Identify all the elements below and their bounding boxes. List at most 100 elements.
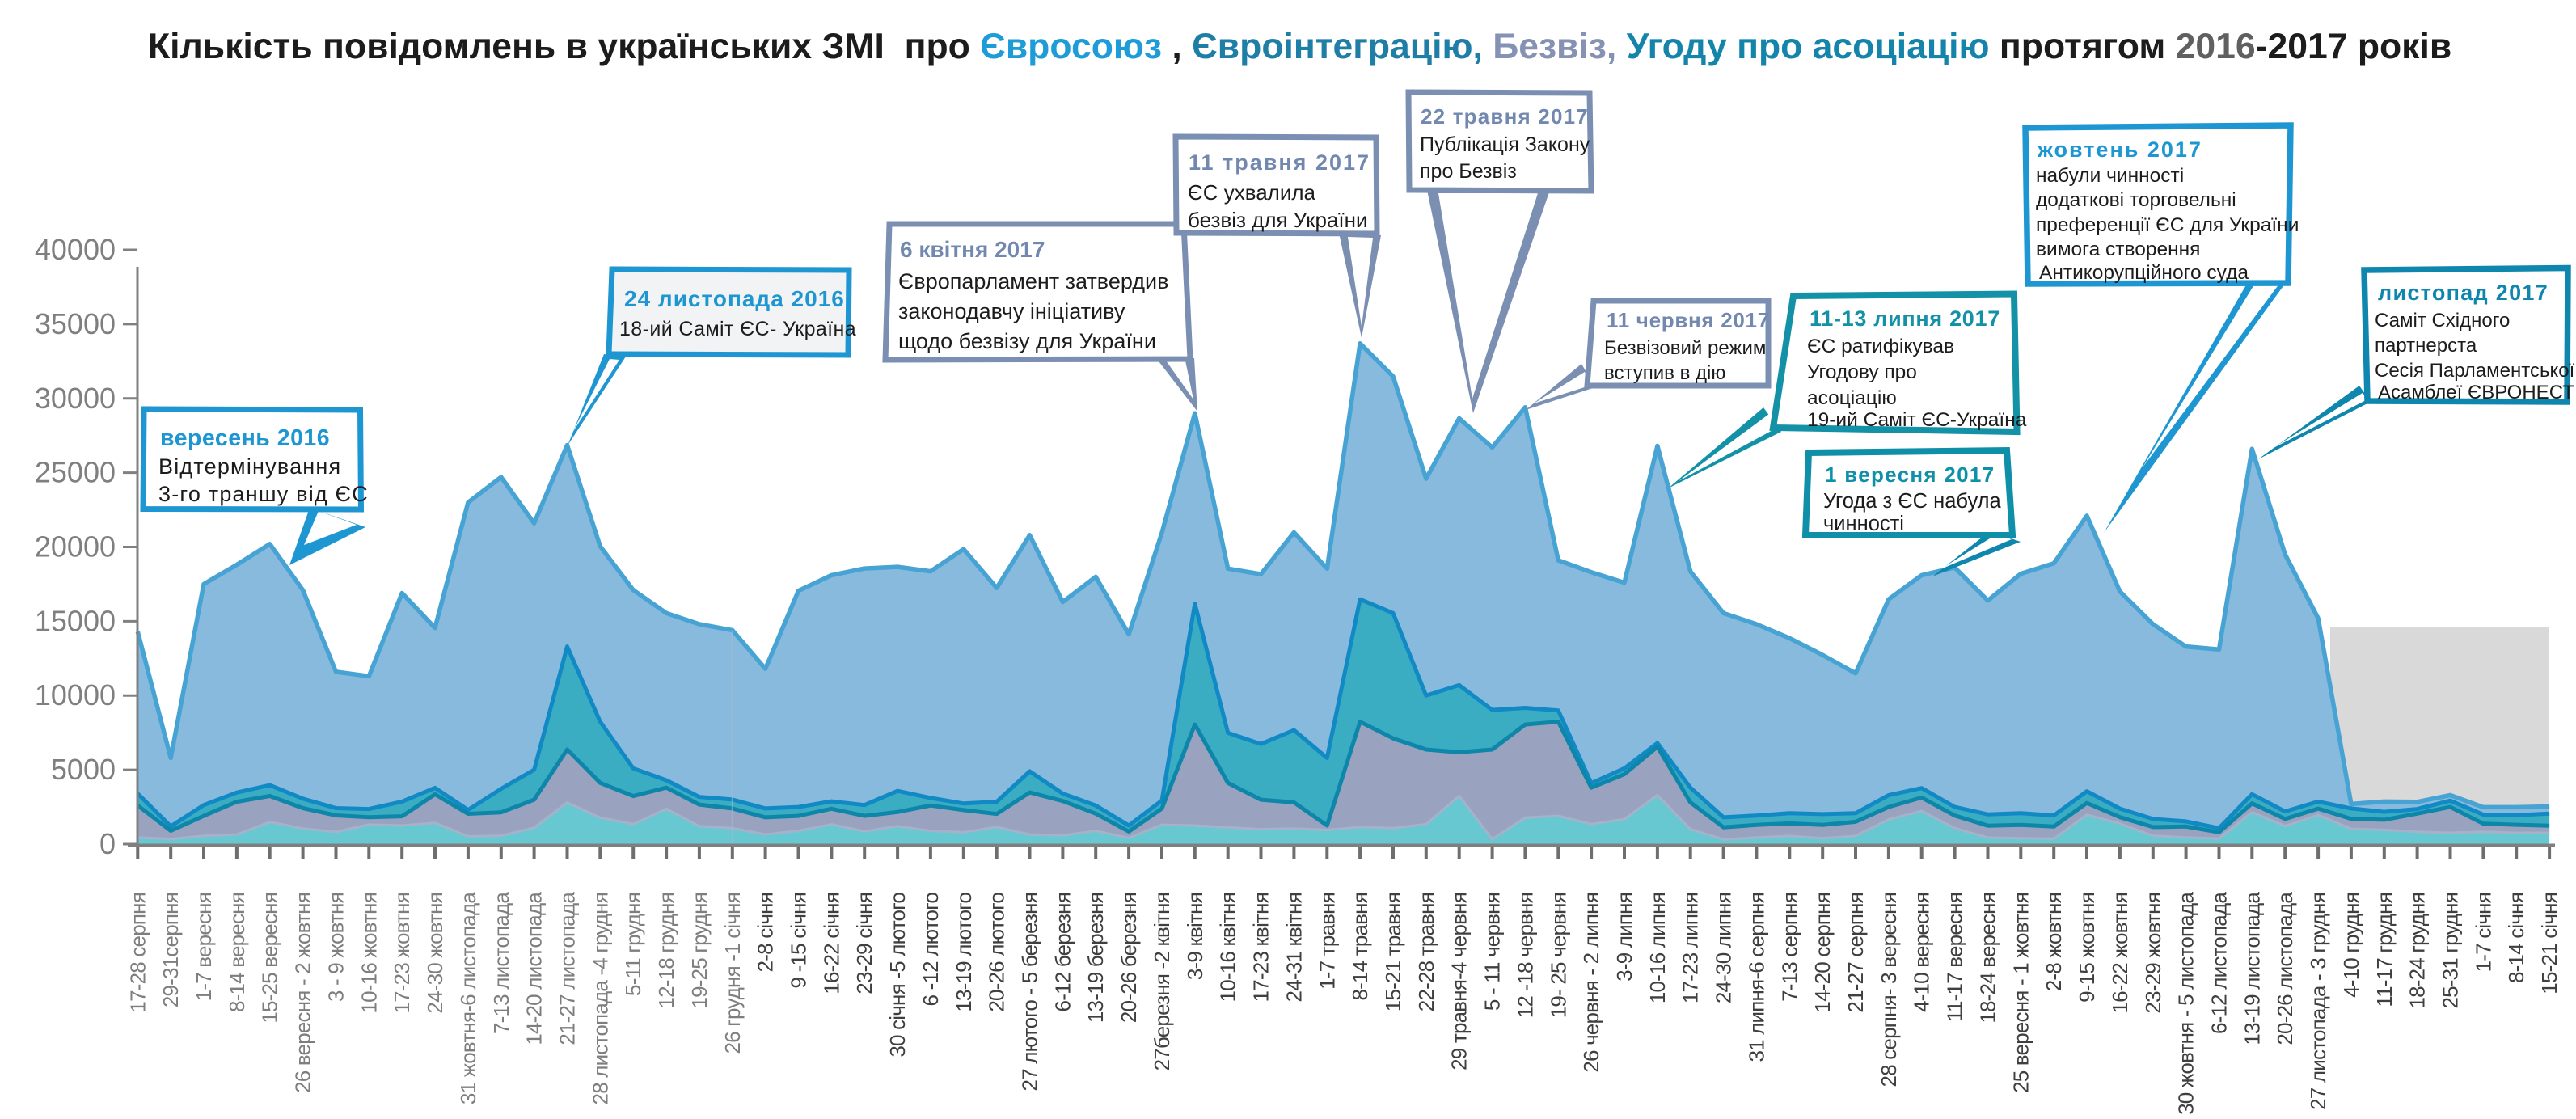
svg-text:10-16 жовтня: 10-16 жовтня bbox=[357, 893, 381, 1014]
svg-text:4-10 грудня: 4-10 грудня bbox=[2339, 893, 2363, 998]
svg-text:18-ий Саміт ЄС- Україна: 18-ий Саміт ЄС- Україна bbox=[619, 318, 856, 340]
svg-text:31 жовтня-6 листопада: 31 жовтня-6 листопада bbox=[456, 892, 480, 1104]
svg-text:4-10 вересня: 4-10 вересня bbox=[1910, 893, 1934, 1012]
svg-text:про Безвіз: про Безвіз bbox=[1420, 160, 1517, 183]
svg-text:10-16 квітня: 10-16 квітня bbox=[1216, 893, 1240, 1002]
svg-text:1-7 січня: 1-7 січня bbox=[2471, 893, 2495, 972]
svg-text:додаткові торговельні: додаткові торговельні bbox=[2036, 189, 2236, 211]
svg-text:26 червня - 2 липня: 26 червня - 2 липня bbox=[1579, 893, 1603, 1073]
svg-text:25-31 грудня: 25-31 грудня bbox=[2439, 893, 2463, 1009]
svg-text:3-9 квітня: 3-9 квітня bbox=[1183, 893, 1207, 980]
svg-text:11 травня 2017: 11 травня 2017 bbox=[1189, 150, 1370, 175]
svg-text:27 лютого - 5 березня: 27 лютого - 5 березня bbox=[1018, 893, 1042, 1091]
svg-text:Безвізовий режим: Безвізовий режим bbox=[1604, 337, 1766, 359]
svg-text:Європарламент затвердив: Європарламент затвердив bbox=[898, 269, 1168, 293]
svg-text:18-24 грудня: 18-24 грудня bbox=[2405, 893, 2430, 1009]
svg-text:19-25 грудня: 19-25 грудня bbox=[687, 893, 712, 1009]
svg-text:12-18 грудня: 12-18 грудня bbox=[654, 893, 678, 1009]
svg-text:8-14 вересня: 8-14 вересня bbox=[225, 893, 249, 1012]
svg-text:2-8 січня: 2-8 січня bbox=[754, 893, 778, 972]
svg-text:30 жовтня - 5 листопада: 30 жовтня - 5 листопада bbox=[2174, 892, 2198, 1115]
svg-text:Асамблеї ЄВРОНЕСТ: Асамблеї ЄВРОНЕСТ bbox=[2378, 382, 2574, 403]
svg-text:20-26 лютого: 20-26 лютого bbox=[985, 893, 1009, 1012]
svg-text:15-25 вересня: 15-25 вересня bbox=[258, 893, 282, 1024]
svg-text:15-21 травня: 15-21 травня bbox=[1381, 893, 1405, 1011]
svg-text:7-13 серпня: 7-13 серпня bbox=[1777, 893, 1801, 1002]
svg-text:5000: 5000 bbox=[51, 753, 116, 786]
svg-text:22-28 травня: 22-28 травня bbox=[1414, 893, 1438, 1011]
svg-text:16-22 жовтня: 16-22 жовтня bbox=[2108, 893, 2132, 1014]
svg-text:21-27 серпня: 21-27 серпня bbox=[1843, 893, 1868, 1013]
svg-text:листопад 2017: листопад 2017 bbox=[2378, 281, 2549, 305]
svg-text:набули чинності: набули чинності bbox=[2036, 165, 2184, 187]
svg-text:23-29 жовтня: 23-29 жовтня bbox=[2141, 893, 2165, 1014]
svg-text:5 - 11 червня: 5 - 11 червня bbox=[1480, 893, 1505, 1011]
svg-text:24-30 липня: 24-30 липня bbox=[1712, 893, 1736, 1003]
svg-text:щодо безвізу для України: щодо безвізу для України bbox=[898, 329, 1156, 353]
svg-text:24-30 жовтня: 24-30 жовтня bbox=[423, 893, 447, 1014]
svg-text:20-26 листопада: 20-26 листопада bbox=[2273, 892, 2297, 1045]
svg-text:19-ий Саміт ЄС-Україна: 19-ий Саміт ЄС-Україна bbox=[1807, 409, 2027, 431]
svg-text:2-8 жовтня: 2-8 жовтня bbox=[2042, 893, 2066, 991]
svg-text:15000: 15000 bbox=[35, 604, 116, 637]
svg-text:ЄС ратифікував: ЄС ратифікував bbox=[1807, 336, 1954, 357]
svg-text:11-17 грудня: 11-17 грудня bbox=[2372, 893, 2397, 1007]
svg-text:11 червня 2017: 11 червня 2017 bbox=[1607, 308, 1770, 332]
svg-text:28 листопада -4 грудня: 28 листопада -4 грудня bbox=[588, 893, 612, 1104]
svg-text:23-29 січня: 23-29 січня bbox=[852, 893, 876, 994]
svg-text:29 травня-4 червня: 29 травня-4 червня bbox=[1447, 893, 1472, 1070]
svg-text:безвіз для України: безвіз для України bbox=[1188, 208, 1368, 232]
svg-text:Публікація Закону: Публікація Закону bbox=[1420, 133, 1590, 156]
svg-text:15-21 січня: 15-21 січня bbox=[2537, 893, 2561, 994]
svg-text:партнерста: партнерста bbox=[2375, 335, 2477, 357]
svg-text:27 листопада - 3 грудня: 27 листопада - 3 грудня bbox=[2306, 893, 2330, 1110]
svg-text:Угодову про: Угодову про bbox=[1807, 361, 1917, 383]
svg-text:11-17 вересня: 11-17 вересня bbox=[1943, 893, 1967, 1022]
svg-text:26 грудня -1 січня: 26 грудня -1 січня bbox=[720, 893, 745, 1054]
svg-text:чинності: чинності bbox=[1823, 513, 1904, 535]
svg-text:Кількість повідомлень в україн: Кількість повідомлень в українських ЗМІ … bbox=[148, 27, 2451, 66]
svg-text:вимога створення: вимога створення bbox=[2036, 239, 2200, 260]
svg-text:Угода з ЄС набула: Угода з ЄС набула bbox=[1823, 490, 2002, 513]
svg-text:8-14 травня: 8-14 травня bbox=[1348, 893, 1372, 1001]
svg-text:вступив в дію: вступив в дію bbox=[1604, 362, 1725, 384]
svg-text:9 -15 січня: 9 -15 січня bbox=[787, 893, 811, 988]
svg-text:35000: 35000 bbox=[35, 307, 116, 340]
svg-text:13-19 березня: 13-19 березня bbox=[1083, 893, 1108, 1023]
svg-text:3-9 липня: 3-9 липня bbox=[1612, 893, 1636, 982]
svg-text:3-го траншу від ЄС: 3-го траншу від ЄС bbox=[158, 482, 369, 506]
svg-text:22 травня 2017: 22 травня 2017 bbox=[1421, 104, 1589, 129]
svg-text:27березня -2 квітня: 27березня -2 квітня bbox=[1150, 893, 1174, 1070]
svg-text:ЄС ухвалила: ЄС ухвалила bbox=[1188, 180, 1316, 205]
svg-text:19- 25 червня: 19- 25 червня bbox=[1546, 893, 1570, 1018]
svg-text:8-14 січня: 8-14 січня bbox=[2504, 893, 2528, 983]
svg-text:жовтень 2017: жовтень 2017 bbox=[2037, 137, 2202, 162]
svg-text:асоціацію: асоціацію bbox=[1807, 387, 1897, 409]
svg-text:13-19 лютого: 13-19 лютого bbox=[952, 893, 976, 1012]
svg-text:25000: 25000 bbox=[35, 456, 116, 489]
svg-text:0: 0 bbox=[99, 827, 116, 860]
svg-text:16-22 січня: 16-22 січня bbox=[819, 893, 843, 994]
svg-text:Саміт Східного: Саміт Східного bbox=[2375, 310, 2510, 331]
svg-text:14-20 листопада: 14-20 листопада bbox=[522, 892, 547, 1045]
svg-text:6-12 листопада: 6-12 листопада bbox=[2207, 892, 2232, 1034]
svg-text:Антикорупційного суда: Антикорупційного суда bbox=[2039, 262, 2249, 284]
svg-text:25 вересня - 1 жовтня: 25 вересня - 1 жовтня bbox=[2008, 893, 2033, 1093]
svg-text:17-23 липня: 17-23 липня bbox=[1679, 893, 1703, 1003]
svg-text:30 січня -5 лютого: 30 січня -5 лютого bbox=[885, 893, 910, 1058]
svg-text:3 - 9 жовтня: 3 - 9 жовтня bbox=[324, 893, 348, 1002]
svg-text:30000: 30000 bbox=[35, 382, 116, 415]
svg-text:6 квітня 2017: 6 квітня 2017 bbox=[900, 237, 1045, 262]
svg-text:13-19 листопада: 13-19 листопада bbox=[2240, 892, 2264, 1045]
svg-text:1 вересня 2017: 1 вересня 2017 bbox=[1825, 462, 1995, 487]
svg-text:7-13 листопада: 7-13 листопада bbox=[489, 892, 513, 1034]
svg-text:преференції ЄС для України: преференції ЄС для України bbox=[2036, 214, 2299, 236]
svg-text:Сесія Парламентської: Сесія Парламентської bbox=[2375, 360, 2575, 382]
svg-text:11-13 липня 2017: 11-13 липня 2017 bbox=[1810, 306, 2000, 331]
svg-text:40000: 40000 bbox=[35, 233, 116, 266]
svg-text:20-26 березня: 20-26 березня bbox=[1117, 893, 1141, 1023]
svg-text:9-15 жовтня: 9-15 жовтня bbox=[2075, 893, 2099, 1003]
svg-text:законодавчу ініціативу: законодавчу ініціативу bbox=[898, 299, 1125, 323]
svg-text:5-11 грудня: 5-11 грудня bbox=[621, 893, 645, 996]
svg-text:31 липня-6 серпня: 31 липня-6 серпня bbox=[1744, 893, 1768, 1062]
